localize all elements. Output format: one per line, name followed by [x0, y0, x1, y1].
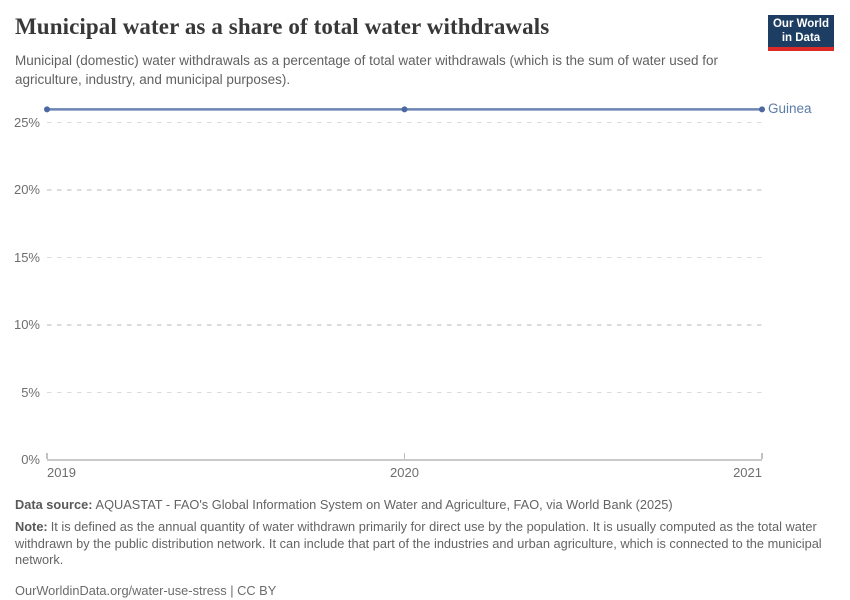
chart-subtitle: Municipal (domestic) water withdrawals a…: [15, 53, 719, 87]
note-label: Note:: [15, 519, 48, 534]
note-line: Note: It is defined as the annual quantit…: [15, 519, 837, 569]
data-point-guinea-2019[interactable]: [44, 106, 50, 113]
y-axis-tick-label: 10%: [13, 317, 40, 332]
owid-logo[interactable]: Our World in Data: [768, 15, 834, 51]
data-point-guinea-2021[interactable]: [759, 106, 765, 113]
data-source-text: AQUASTAT - FAO's Global Information Syst…: [95, 497, 673, 512]
gridline-10: [47, 324, 762, 326]
x-axis-tick: [761, 453, 763, 459]
x-axis-tick: [46, 453, 48, 459]
chart-title: Municipal water as a share of total wate…: [15, 14, 550, 39]
y-axis-tick-label: 20%: [13, 182, 40, 197]
gridline-25: [47, 121, 762, 124]
gridline-5: [47, 391, 762, 394]
y-axis-tick-label: 15%: [13, 249, 40, 265]
series-label-guinea[interactable]: Guinea: [768, 100, 812, 116]
data-source-label: Data source:: [15, 497, 93, 512]
y-axis-tick-label: 5%: [21, 384, 40, 400]
x-axis-line: [47, 459, 762, 461]
owid-logo-line1: Our World: [772, 18, 829, 30]
data-source-line: Data source: AQUASTAT - FAO's Global Info…: [15, 497, 837, 514]
y-axis-tick-label: 25%: [13, 114, 40, 130]
x-axis-tick-label: 2019: [47, 465, 76, 480]
permalink[interactable]: OurWorldinData.org/water-use-stress | CC…: [15, 583, 277, 598]
gridline-15: [47, 256, 762, 259]
y-axis-tick-label: 0%: [21, 452, 40, 467]
gridline-20: [47, 189, 762, 191]
x-axis-tick-label: 2021: [733, 465, 762, 480]
note-text: It is defined as the annual quantity of …: [15, 519, 822, 567]
x-axis-tick: [403, 453, 406, 459]
x-axis-tick-label: 2020: [390, 465, 419, 480]
chart-footer: Data source: AQUASTAT - FAO's Global Info…: [15, 497, 837, 600]
owid-logo-line2: in Data: [781, 32, 821, 44]
data-point-guinea-2020[interactable]: [401, 106, 408, 113]
